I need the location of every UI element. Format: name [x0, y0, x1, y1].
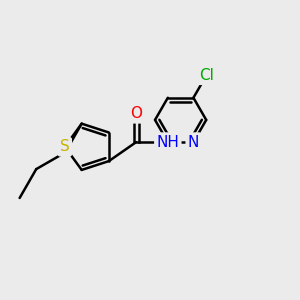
Text: O: O [130, 106, 142, 121]
Text: Cl: Cl [199, 68, 214, 83]
Text: N: N [188, 135, 199, 150]
Text: S: S [60, 139, 70, 154]
Text: NH: NH [156, 135, 179, 150]
